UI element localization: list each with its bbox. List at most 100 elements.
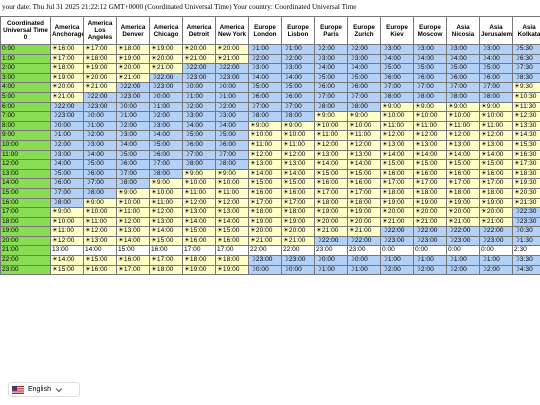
time-cell: ☀11:00 <box>413 120 447 132</box>
time-cell: ☀17:00 <box>446 178 480 189</box>
hour-row: 16:00 ☽8:00 ☀9:00 ☀10:00 ☀11:00 ☀12:00 ☀12:00 ☀… <box>0 197 540 209</box>
time-cell: ☀17:00 <box>248 197 282 209</box>
time-cell: ☀17:00 <box>314 187 348 199</box>
time-cell: ☀11:30 <box>512 101 540 113</box>
time-cell: ☀16:00 <box>479 168 513 180</box>
time-cell: ☀21:00 <box>347 226 381 237</box>
time-cell: ☀19:00 <box>314 207 348 218</box>
time-cell: ☀14:00 <box>347 159 381 170</box>
time-cell: ☀16:00 <box>215 235 249 247</box>
hour-row: 14:00 ☽6:00 ☽7:00 ☽8:00 ☀9:00 ☀10:00 ☀10:00 ☀15… <box>0 178 540 189</box>
time-cell: ☽5:00 <box>347 72 381 84</box>
time-cell: ☽7:00 <box>248 101 282 113</box>
time-cell: ☽1:00 <box>479 255 513 266</box>
time-cell: 15:00 <box>116 245 150 257</box>
time-cell: ☽1:00 <box>248 44 282 55</box>
time-cell: ☽8:00 <box>182 159 216 170</box>
time-cell: ☽7:00 <box>479 82 513 93</box>
time-cell: ☽22:00 <box>50 101 84 113</box>
time-cell: ☽23:00 <box>149 82 183 93</box>
time-cell: ☀10:00 <box>380 111 414 122</box>
hour-row: 22:00 ☀14:00 ☀15:00 ☀16:00 ☀17:00 ☀18:00 ☀18:0… <box>0 255 540 266</box>
time-cell: ☀11:00 <box>380 120 414 132</box>
time-cell: ☀15:00 <box>347 168 381 180</box>
time-cell: ☽23:00 <box>479 235 513 247</box>
time-cell: ☀15:00 <box>50 264 84 276</box>
time-cell: ☽4:00 <box>413 53 447 65</box>
time-cell: ☀12:00 <box>248 149 282 161</box>
utc-cell: 16:00 <box>0 197 51 209</box>
hour-row: 10:00 ☽2:00 ☽3:00 ☽4:00 ☽5:00 ☽6:00 ☽6:00 ☀11:0… <box>0 139 540 151</box>
time-cell: ☽2:00 <box>281 53 315 65</box>
hour-row: 4:00 ☀20:00 ☀21:00 ☽22:00 ☽23:00 ☽0:00 ☽0:00 ☽5… <box>0 82 540 93</box>
time-cell: ☀16:00 <box>380 168 414 180</box>
time-cell: ☽8:00 <box>413 91 447 103</box>
table-wrap: Coordinated Universal Time 0 America Anch… <box>0 16 540 276</box>
time-cell: ☀13:00 <box>248 159 282 170</box>
time-cell: 0:00 <box>380 245 414 257</box>
time-cell: ☀20:00 <box>479 207 513 218</box>
column-header: Asia Kolkata <box>512 16 540 45</box>
time-cell: ☀13:00 <box>314 149 348 161</box>
time-cell: ☀10:00 <box>314 120 348 132</box>
language-select[interactable]: English <box>8 382 80 397</box>
table-body: 0:00 ☀16:00 ☀17:00 ☀18:00 ☀19:00 ☀20:00 ☀20:00… <box>0 44 540 276</box>
time-cell: 13:00 <box>50 245 84 257</box>
time-cell: ☽4:00 <box>149 130 183 141</box>
time-cell: ☽6:00 <box>314 82 348 93</box>
time-cell: ☀21:00 <box>479 216 513 228</box>
time-cell: ☀13:30 <box>512 120 540 132</box>
time-cell: ☀18:00 <box>479 187 513 199</box>
time-cell: ☀20:00 <box>314 216 348 228</box>
time-cell: ☀14:00 <box>116 235 150 247</box>
time-cell: ☽5:00 <box>149 139 183 151</box>
time-cell: ☽3:00 <box>413 44 447 55</box>
time-cell: ☽3:00 <box>281 63 315 74</box>
time-cell: ☽8:00 <box>446 91 480 103</box>
hour-row: 0:00 ☀16:00 ☀17:00 ☀18:00 ☀19:00 ☀20:00 ☀20:00… <box>0 44 540 55</box>
time-cell: ☽5:00 <box>479 63 513 74</box>
time-cell: ☀13:00 <box>182 207 216 218</box>
time-cell: ☀9:00 <box>380 101 414 113</box>
time-cell: ☽4:00 <box>281 72 315 84</box>
time-cell: ☽22:00 <box>116 82 150 93</box>
time-cell: ☽5:00 <box>446 63 480 74</box>
time-cell: ☀15:00 <box>83 255 117 266</box>
time-cell: ☀11:00 <box>182 187 216 199</box>
time-cell: ☀21:00 <box>248 235 282 247</box>
time-cell: ☀12:00 <box>413 130 447 141</box>
time-cell: ☽7:00 <box>380 82 414 93</box>
time-cell: ☀12:00 <box>215 197 249 209</box>
time-cell: ☽3:30 <box>512 255 540 266</box>
time-cell: ☀21:00 <box>50 91 84 103</box>
time-cell: ☽1:30 <box>512 235 540 247</box>
hour-row: 1:00 ☀17:00 ☀18:00 ☀19:00 ☀20:00 ☀21:00 ☀21:00… <box>0 53 540 65</box>
time-cell: ☽0:00 <box>347 255 381 266</box>
time-cell: ☀17:00 <box>479 178 513 189</box>
time-cell: ☀18:00 <box>116 44 150 55</box>
time-cell: 2:30 <box>512 245 540 257</box>
column-header: Europe Lisbon <box>281 16 315 45</box>
time-cell: ☽22:30 <box>512 207 540 218</box>
time-cell: ☽22:00 <box>446 226 480 237</box>
time-cell: ☽7:00 <box>281 101 315 113</box>
time-cell: ☀15:00 <box>149 235 183 247</box>
time-cell: ☽6:00 <box>83 168 117 180</box>
time-cell: ☀9:00 <box>182 168 216 180</box>
time-cell: ☀17:30 <box>512 159 540 170</box>
time-cell: ☀14:00 <box>314 159 348 170</box>
time-cell: ☀21:30 <box>512 197 540 209</box>
time-cell: ☀9:00 <box>281 120 315 132</box>
time-cell: ☀15:00 <box>479 159 513 170</box>
time-cell: ☀10:00 <box>116 197 150 209</box>
time-cell: ☀13:00 <box>116 226 150 237</box>
time-cell: ☀15:00 <box>182 226 216 237</box>
hour-row: 13:00 ☽5:00 ☽6:00 ☽7:00 ☽8:00 ☀9:00 ☀9:00 ☀14:0… <box>0 168 540 180</box>
time-cell: ☀12:00 <box>314 139 348 151</box>
time-cell: ☀19:00 <box>116 53 150 65</box>
time-cell: ☀20:00 <box>50 82 84 93</box>
time-cell: ☀11:00 <box>479 120 513 132</box>
time-cell: ☀9:00 <box>479 101 513 113</box>
utc-cell: 7:00 <box>0 111 51 122</box>
